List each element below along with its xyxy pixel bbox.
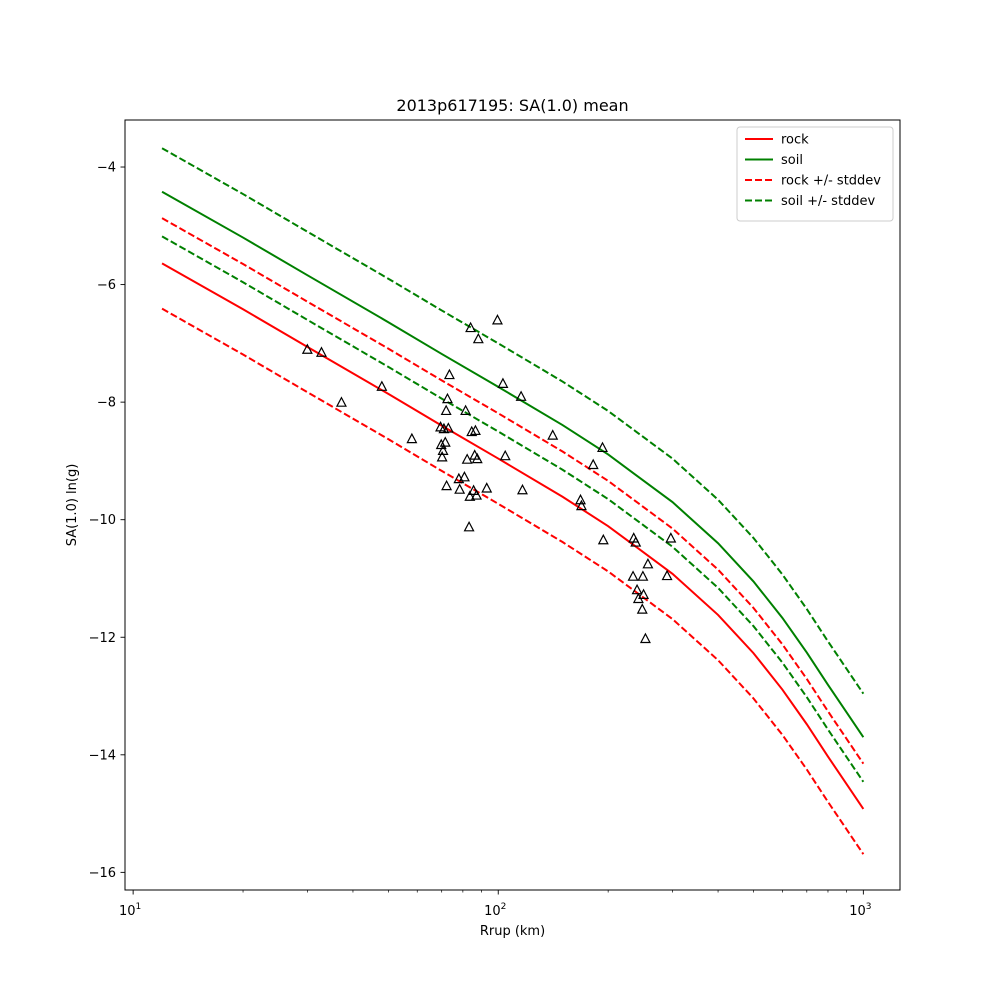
x-tick-label-0: 101 <box>119 902 141 919</box>
series-line-1-soil <box>161 190 865 738</box>
observation-point-21 <box>463 520 475 532</box>
observation-point-40 <box>587 458 599 470</box>
observation-point-18 <box>458 470 470 482</box>
observation-point-36 <box>516 483 528 495</box>
chart-title: 2013p617195: SA(1.0) mean <box>396 96 628 115</box>
observation-point-37 <box>547 429 559 440</box>
observation-point-12 <box>441 479 453 491</box>
legend-label-soil-stddev: soil +/- stddev <box>781 194 876 209</box>
y-tick-label-3: −10 <box>89 513 116 528</box>
observation-point-35 <box>515 390 527 401</box>
observation-point-13 <box>441 392 453 404</box>
series-line-3-band <box>161 307 865 855</box>
x-axis-label: Rrup (km) <box>480 924 545 939</box>
observation-point-32 <box>491 314 503 325</box>
observation-point-20 <box>461 453 473 464</box>
series-line-4-soil-stddev <box>161 147 865 695</box>
legend-label-soil: soil <box>781 153 803 168</box>
observation-point-7 <box>436 451 448 462</box>
observation-point-31 <box>481 482 493 493</box>
observation-point-27 <box>469 424 481 436</box>
observation-point-17 <box>454 483 466 494</box>
observation-point-41 <box>597 441 608 453</box>
x-axis-ticks: 101 102 103 <box>119 890 871 919</box>
observation-point-10 <box>439 436 451 447</box>
y-axis-ticks: −4 −6 −8 −10 −12 −14 −16 <box>89 161 125 881</box>
observation-point-28 <box>471 489 483 500</box>
series-lines <box>161 147 865 855</box>
y-tick-label-4: −12 <box>89 631 116 646</box>
observation-point-24 <box>466 425 478 437</box>
observation-point-23 <box>465 321 477 333</box>
y-tick-label-0: −4 <box>97 161 116 176</box>
y-tick-label-1: −6 <box>97 278 116 293</box>
observation-point-52 <box>642 557 654 569</box>
observation-point-45 <box>630 536 642 547</box>
observation-point-19 <box>460 404 472 416</box>
observation-point-1 <box>315 346 327 357</box>
observation-point-49 <box>637 570 649 581</box>
observation-point-42 <box>597 533 609 545</box>
observation-point-50 <box>638 588 650 599</box>
observation-point-4 <box>406 432 418 444</box>
y-axis-label: SA(1.0) ln(g) <box>65 464 80 547</box>
observation-point-33 <box>497 377 509 388</box>
observation-point-54 <box>665 532 677 543</box>
observation-point-15 <box>443 368 455 380</box>
y-tick-label-5: −14 <box>89 748 116 763</box>
x-tick-label-1: 102 <box>484 902 506 919</box>
observation-point-48 <box>636 603 648 614</box>
observation-point-30 <box>472 332 484 344</box>
legend-label-rock: rock <box>781 133 809 148</box>
observation-point-14 <box>442 422 454 433</box>
x-tick-label-2: 103 <box>849 902 871 919</box>
observation-point-51 <box>639 632 651 644</box>
plot-area-frame <box>124 119 901 891</box>
observation-points <box>301 314 677 644</box>
legend: rock soil rock +/- stddev soil +/- stddev <box>736 126 894 222</box>
observation-point-8 <box>437 444 449 455</box>
series-line-5-band <box>161 235 865 783</box>
observation-point-3 <box>376 380 388 391</box>
observation-point-46 <box>631 583 643 595</box>
observation-point-22 <box>464 490 476 501</box>
observation-point-11 <box>440 404 452 416</box>
observation-point-39 <box>575 499 587 511</box>
y-tick-label-6: −16 <box>89 866 116 881</box>
observation-point-43 <box>627 570 639 581</box>
y-tick-label-2: −8 <box>97 396 116 411</box>
legend-box <box>736 126 894 222</box>
series-line-2-rock-stddev <box>161 217 865 765</box>
observation-point-53 <box>661 569 673 581</box>
observation-point-25 <box>468 484 480 495</box>
observation-point-0 <box>301 343 313 354</box>
observation-point-2 <box>335 396 347 407</box>
legend-label-rock-stddev: rock +/- stddev <box>781 174 881 189</box>
observation-point-34 <box>499 449 511 461</box>
series-line-0-rock <box>161 262 865 810</box>
observation-point-29 <box>471 452 483 464</box>
